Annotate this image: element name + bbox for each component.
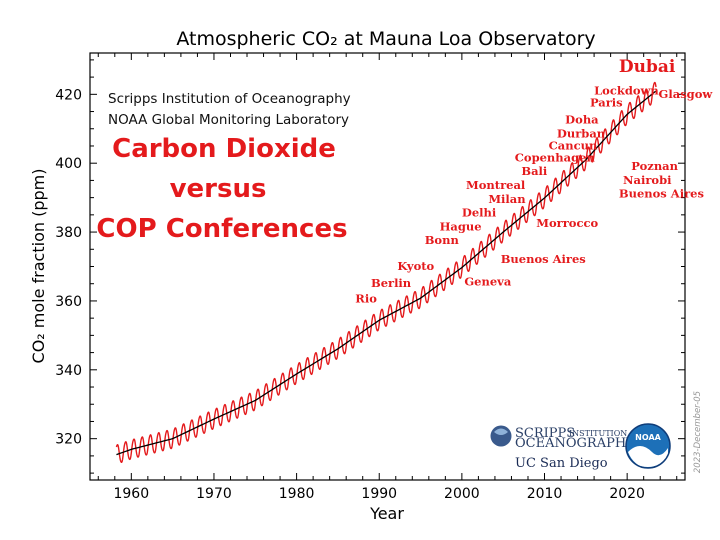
institution-scripps: Scripps Institution of Oceanography bbox=[108, 91, 351, 107]
scripps-logo-word: SCRIPPS bbox=[515, 426, 575, 441]
conference-label: Berlin bbox=[371, 276, 412, 290]
conference-label: Bonn bbox=[425, 233, 460, 247]
conference-label: Buenos Aires bbox=[501, 252, 586, 266]
conference-label: Lockdown bbox=[594, 83, 659, 97]
conference-label: Cancun bbox=[549, 138, 598, 152]
x-axis-label: Year bbox=[369, 504, 404, 523]
x-tick-label: 2010 bbox=[527, 486, 563, 502]
headline-line-1: Carbon Dioxide bbox=[112, 134, 336, 164]
conference-label: Rio bbox=[355, 292, 377, 306]
conference-label: Bali bbox=[521, 164, 548, 178]
conference-label: Paris bbox=[590, 95, 623, 109]
conference-label: Copenhagen bbox=[515, 150, 596, 164]
headline-line-3: COP Conferences bbox=[96, 214, 347, 244]
y-tick-label: 420 bbox=[55, 87, 82, 103]
noaa-logo-text: NOAA bbox=[635, 433, 661, 442]
conference-label: Doha bbox=[565, 113, 599, 127]
conference-label: Glasgow bbox=[659, 87, 714, 101]
noaa-logo-wave bbox=[628, 446, 668, 467]
headline-line-2: versus bbox=[170, 174, 267, 204]
chart-title: Atmospheric CO₂ at Mauna Loa Observatory bbox=[176, 28, 595, 50]
conference-label: Delhi bbox=[462, 206, 497, 220]
y-tick-label: 380 bbox=[55, 225, 82, 241]
x-tick-label: 1990 bbox=[361, 486, 397, 502]
scripps-logo: SCRIPPS INSTITUTION OF OCEANOGRAPHY bbox=[490, 425, 642, 451]
y-axis-label: CO₂ mole fraction (ppm) bbox=[29, 169, 48, 364]
x-tick-label: 1970 bbox=[196, 486, 232, 502]
y-tick-label: 400 bbox=[55, 156, 82, 172]
scripps-logo-sub: INSTITUTION OF bbox=[569, 429, 642, 438]
scripps-globe-highlight bbox=[494, 428, 508, 435]
conference-label: Milan bbox=[488, 192, 526, 206]
noaa-logo: NOAA bbox=[625, 423, 671, 469]
series-monthly-line bbox=[115, 81, 657, 464]
conference-label: Morrocco bbox=[536, 216, 598, 230]
x-tick-label: 1980 bbox=[279, 486, 315, 502]
x-tick-label: 1960 bbox=[113, 486, 149, 502]
ucsd-logo: UC San Diego bbox=[515, 456, 608, 471]
conference-label: Buenos Aires bbox=[619, 187, 704, 201]
noaa-logo-ring bbox=[625, 423, 671, 469]
conference-label: Nairobi bbox=[623, 173, 672, 187]
conference-label: Hague bbox=[440, 219, 482, 233]
conference-label: Dubai bbox=[619, 57, 676, 77]
y-tick-label: 360 bbox=[55, 294, 82, 310]
conference-label: Poznan bbox=[631, 159, 678, 173]
conference-label: Durban bbox=[557, 126, 606, 140]
scripps-logo-ocean: OCEANOGRAPHY bbox=[515, 436, 635, 451]
y-axis-ticks: 320 340 360 380 400 420 bbox=[55, 59, 685, 474]
conference-label: Montreal bbox=[466, 178, 526, 192]
x-axis-ticks: 1960 1970 1980 1990 2000 2010 2020 bbox=[97, 53, 678, 502]
date-stamp: 2023-December-05 bbox=[693, 391, 703, 473]
x-tick-label: 2020 bbox=[609, 486, 645, 502]
conference-label: Geneva bbox=[464, 274, 511, 288]
conference-label: Kyoto bbox=[397, 259, 434, 273]
series-trend-line bbox=[116, 90, 657, 456]
y-tick-label: 340 bbox=[55, 363, 82, 379]
y-tick-label: 320 bbox=[55, 432, 82, 448]
x-tick-label: 2000 bbox=[444, 486, 480, 502]
institution-noaa: NOAA Global Monitoring Laboratory bbox=[108, 112, 349, 128]
